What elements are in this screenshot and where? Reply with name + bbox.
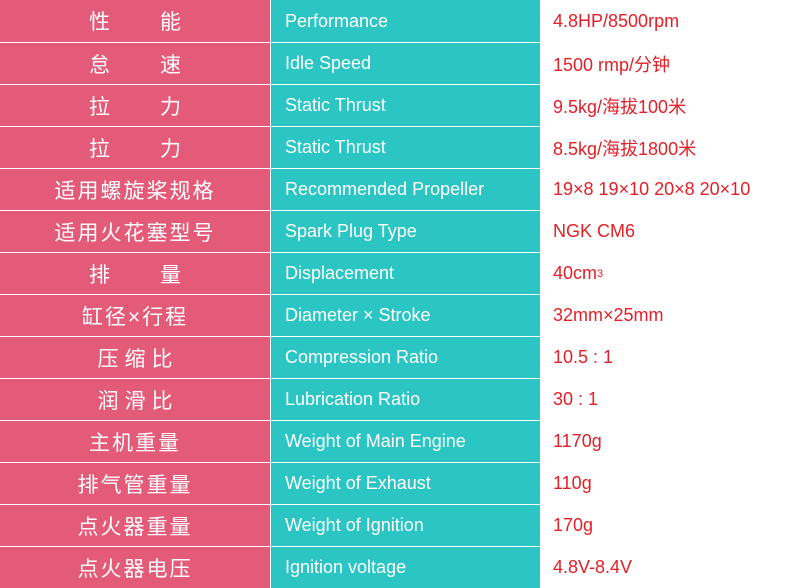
spec-value: 10.5 : 1 — [540, 336, 800, 378]
spec-row: 排气管重量Weight of Exhaust110g — [0, 462, 800, 504]
spec-value: 110g — [540, 462, 800, 504]
spec-value: 170g — [540, 504, 800, 546]
spec-row: 点火器电压Ignition voltage4.8V-8.4V — [0, 546, 800, 588]
spec-label-en: Spark Plug Type — [270, 210, 540, 252]
spec-row: 拉力Static Thrust8.5kg/海拔1800米 — [0, 126, 800, 168]
spec-row: 适用火花塞型号Spark Plug TypeNGK CM6 — [0, 210, 800, 252]
spec-label-cn: 拉力 — [0, 126, 270, 168]
spec-value: 4.8HP/8500rpm — [540, 0, 800, 42]
spec-value: 9.5kg/海拔100米 — [540, 84, 800, 126]
spec-label-en: Static Thrust — [270, 84, 540, 126]
spec-label-en: Performance — [270, 0, 540, 42]
spec-row: 怠速Idle Speed1500 rmp/分钟 — [0, 42, 800, 84]
spec-row: 润滑比Lubrication Ratio30 : 1 — [0, 378, 800, 420]
spec-value: 1170g — [540, 420, 800, 462]
spec-label-cn: 主机重量 — [0, 420, 270, 462]
spec-value: 4.8V-8.4V — [540, 546, 800, 588]
spec-label-cn: 拉力 — [0, 84, 270, 126]
spec-value: NGK CM6 — [540, 210, 800, 252]
spec-label-cn: 压缩比 — [0, 336, 270, 378]
spec-label-cn: 点火器重量 — [0, 504, 270, 546]
spec-row: 适用螺旋桨规格Recommended Propeller19×8 19×10 2… — [0, 168, 800, 210]
spec-label-en: Diameter × Stroke — [270, 294, 540, 336]
spec-label-cn: 适用螺旋桨规格 — [0, 168, 270, 210]
spec-label-cn: 排量 — [0, 252, 270, 294]
spec-label-cn: 适用火花塞型号 — [0, 210, 270, 252]
spec-row: 拉力Static Thrust9.5kg/海拔100米 — [0, 84, 800, 126]
spec-row: 缸径×行程Diameter × Stroke32mm×25mm — [0, 294, 800, 336]
spec-label-en: Recommended Propeller — [270, 168, 540, 210]
spec-label-cn: 怠速 — [0, 42, 270, 84]
spec-value: 8.5kg/海拔1800米 — [540, 126, 800, 168]
spec-label-en: Ignition voltage — [270, 546, 540, 588]
spec-row: 压缩比Compression Ratio10.5 : 1 — [0, 336, 800, 378]
spec-label-cn: 排气管重量 — [0, 462, 270, 504]
spec-label-en: Weight of Main Engine — [270, 420, 540, 462]
spec-label-en: Displacement — [270, 252, 540, 294]
spec-label-en: Lubrication Ratio — [270, 378, 540, 420]
spec-label-en: Weight of Ignition — [270, 504, 540, 546]
spec-label-cn: 润滑比 — [0, 378, 270, 420]
spec-value: 19×8 19×10 20×8 20×10 — [540, 168, 800, 210]
spec-label-en: Static Thrust — [270, 126, 540, 168]
spec-label-cn: 点火器电压 — [0, 546, 270, 588]
spec-value: 32mm×25mm — [540, 294, 800, 336]
spec-table: 性能Performance4.8HP/8500rpm怠速Idle Speed15… — [0, 0, 800, 588]
spec-row: 主机重量Weight of Main Engine1170g — [0, 420, 800, 462]
spec-value: 30 : 1 — [540, 378, 800, 420]
spec-label-en: Weight of Exhaust — [270, 462, 540, 504]
spec-row: 点火器重量Weight of Ignition170g — [0, 504, 800, 546]
spec-row: 排量Displacement40cm3 — [0, 252, 800, 294]
spec-label-cn: 性能 — [0, 0, 270, 42]
spec-value: 1500 rmp/分钟 — [540, 42, 800, 84]
spec-label-en: Compression Ratio — [270, 336, 540, 378]
spec-row: 性能Performance4.8HP/8500rpm — [0, 0, 800, 42]
spec-label-en: Idle Speed — [270, 42, 540, 84]
spec-value: 40cm3 — [540, 252, 800, 294]
spec-label-cn: 缸径×行程 — [0, 294, 270, 336]
